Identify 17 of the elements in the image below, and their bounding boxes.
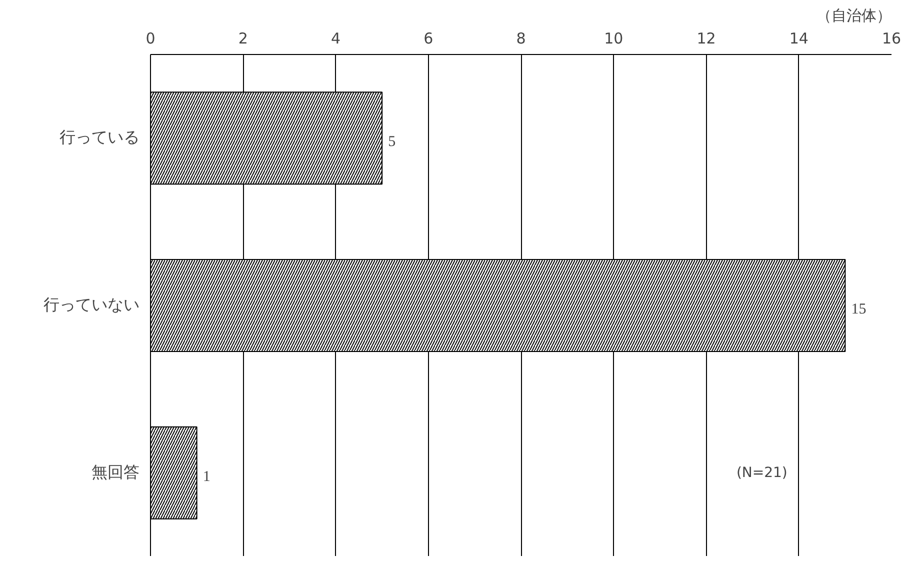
x-tick-label: 6	[424, 30, 434, 48]
x-tick-label: 0	[146, 30, 156, 48]
y-tick-label: 行っている	[60, 130, 140, 147]
data-label: 5	[388, 134, 396, 150]
annotation: (N=21)	[736, 464, 788, 481]
y-tick-label: 無回答	[92, 464, 140, 482]
x-tick-label: 16	[882, 30, 902, 48]
data-label: 15	[851, 302, 866, 318]
x-tick-label: 14	[789, 30, 808, 48]
data-label: 1	[202, 468, 210, 485]
x-tick-label: 8	[516, 30, 526, 48]
y-tick-label: 行っていない	[44, 297, 140, 314]
x-tick-label: 4	[330, 30, 341, 48]
x-tick-label: 12	[696, 30, 716, 48]
x-tick-label: 2	[238, 30, 248, 48]
x-tick-label: 10	[604, 30, 624, 48]
x-axis-title: （自治体）	[816, 8, 892, 24]
